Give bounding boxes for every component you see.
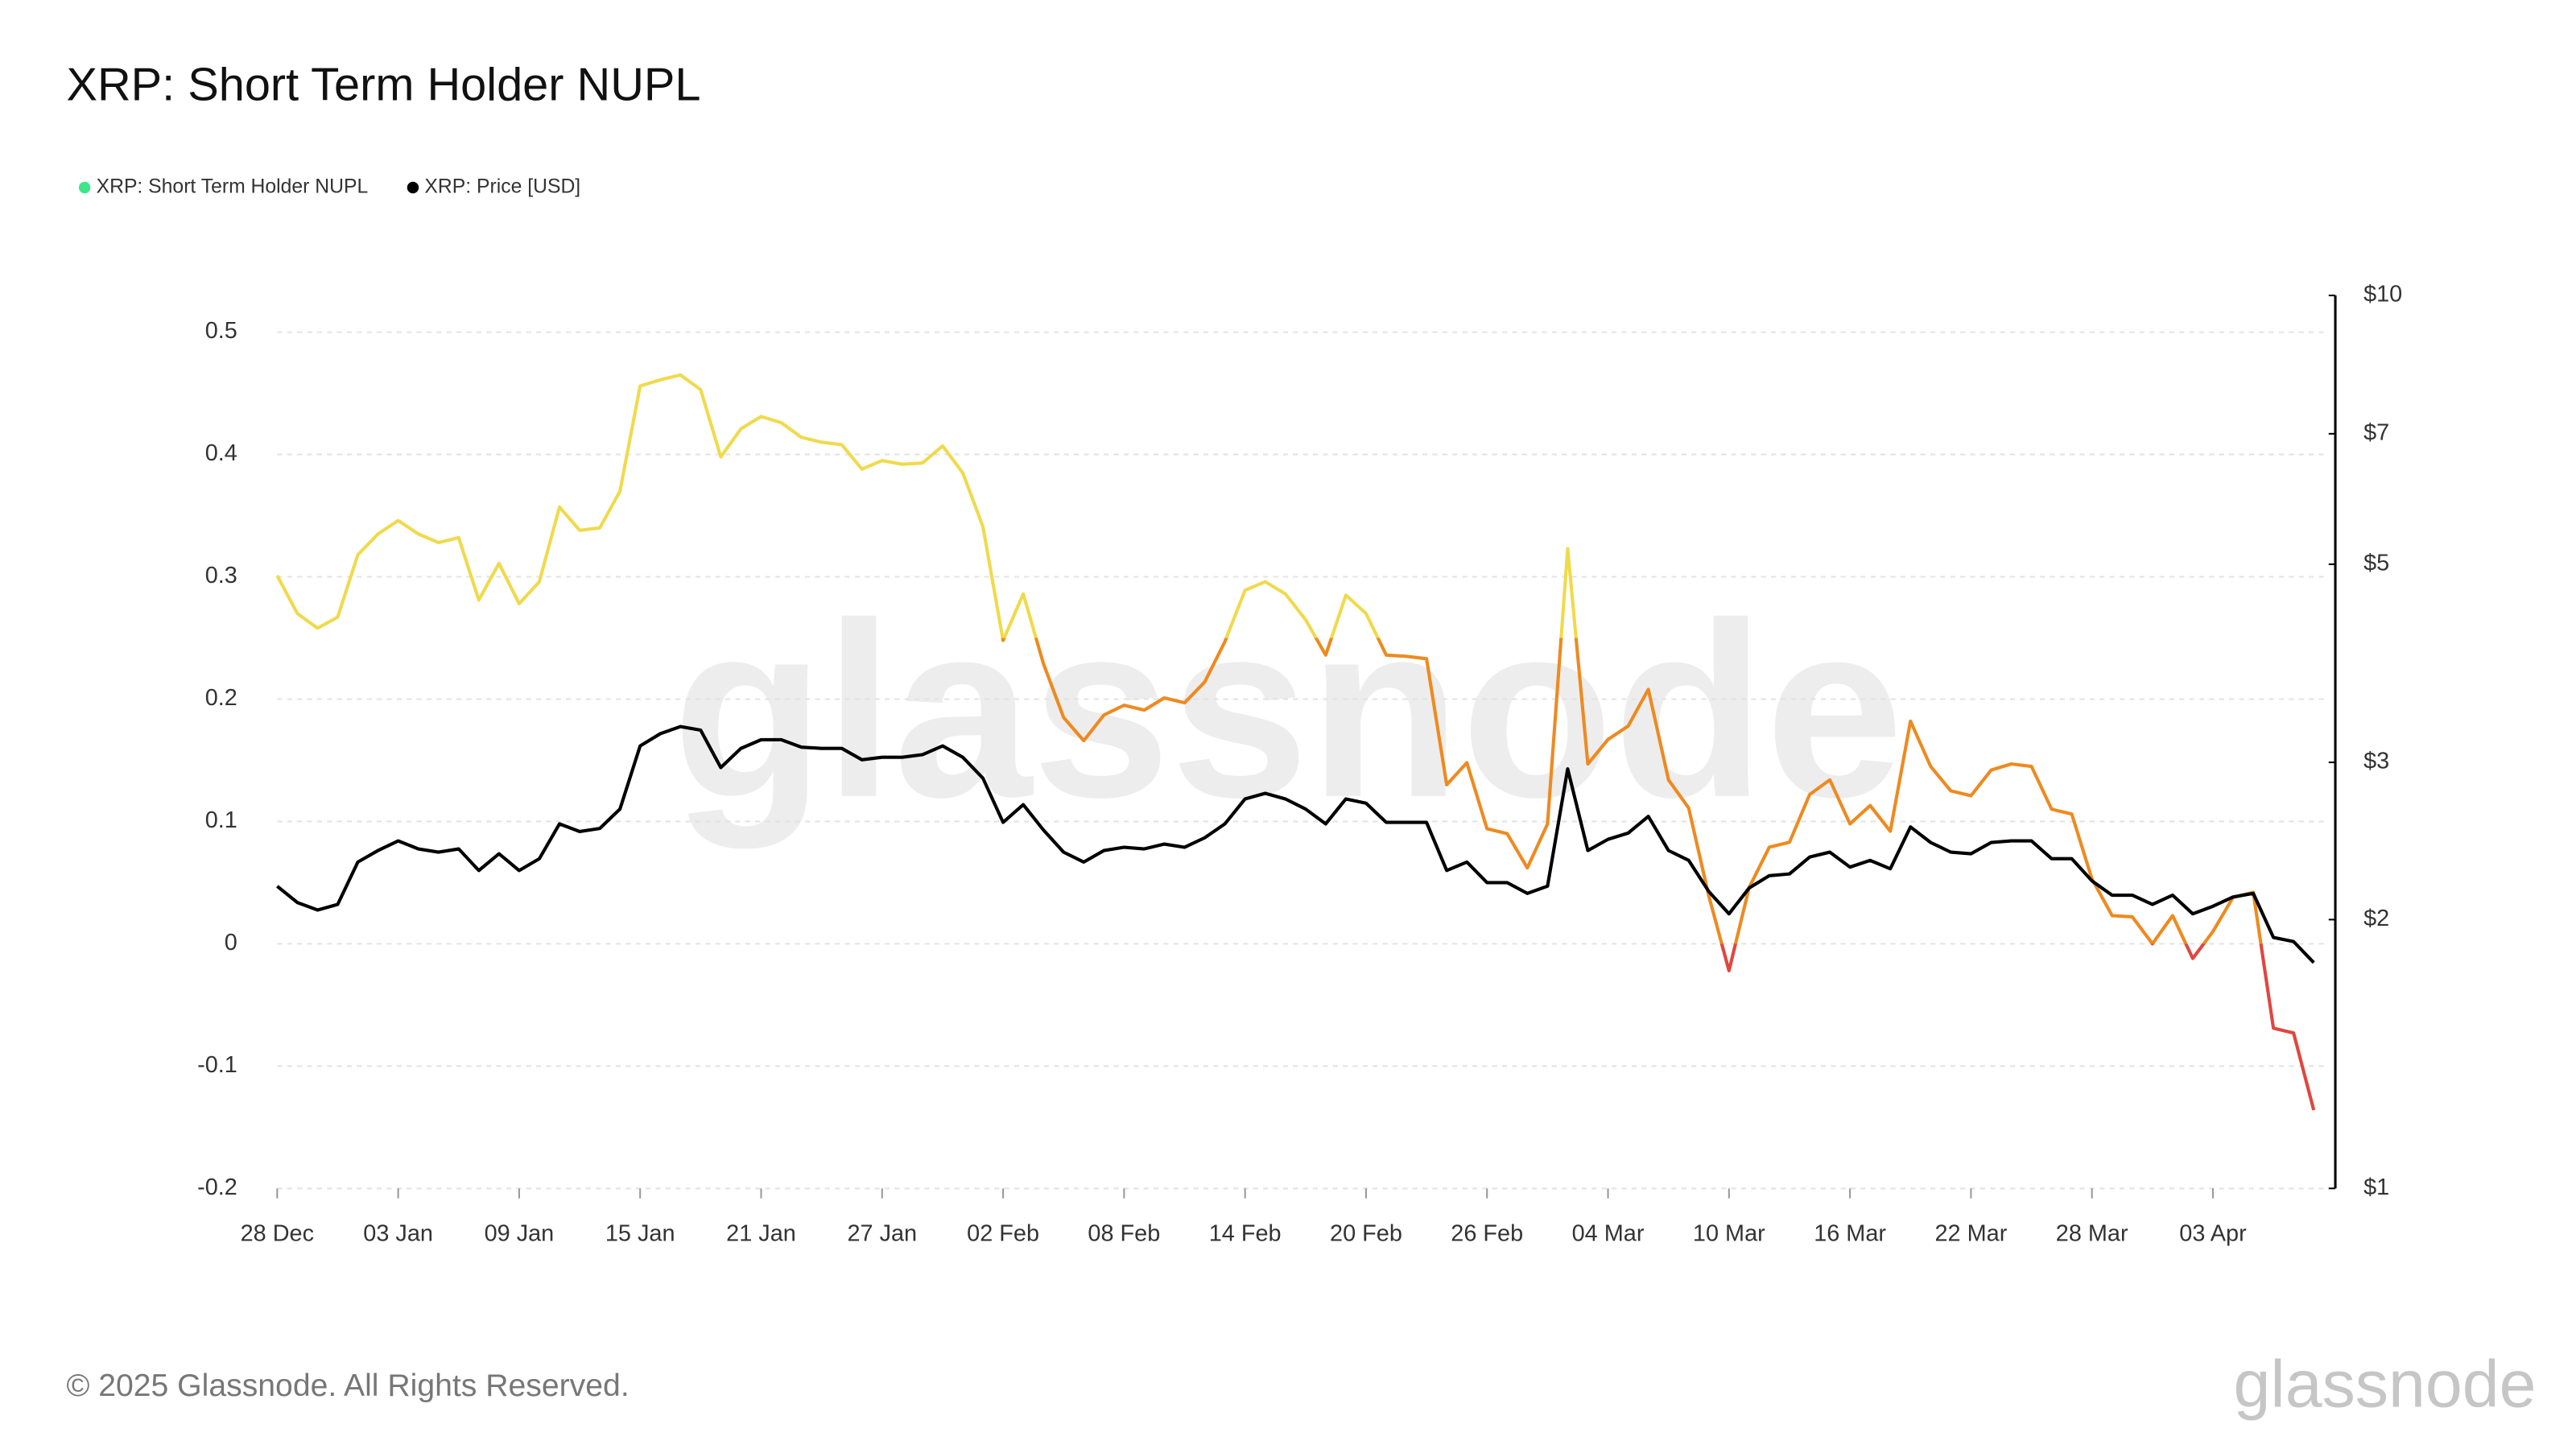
- y2-tick-label: $7: [2363, 419, 2389, 445]
- x-tick-label: 26 Feb: [1451, 1221, 1523, 1247]
- legend-marker: [78, 181, 91, 194]
- series-line: [275, 373, 2316, 1111]
- x-tick-label: 15 Jan: [605, 1221, 675, 1247]
- logo: glassnode: [2234, 1348, 2537, 1422]
- y-tick-label: -0.2: [197, 1174, 237, 1200]
- y-tick-label: 0.4: [205, 440, 237, 466]
- y-tick-label: 0.1: [205, 807, 237, 833]
- y2-tick-label: $1: [2363, 1174, 2389, 1200]
- y2-tick-label: $2: [2363, 906, 2389, 931]
- series-line: [276, 724, 2315, 964]
- x-tick-label: 03 Jan: [363, 1221, 433, 1247]
- y-tick-label: 0.5: [205, 318, 237, 344]
- chart-title: XRP: Short Term Holder NUPL: [66, 60, 700, 111]
- legend-label: XRP: Price [USD]: [424, 176, 580, 198]
- x-tick-label: 14 Feb: [1209, 1221, 1282, 1247]
- x-tick-label: 27 Jan: [847, 1221, 917, 1247]
- legend: XRP: Short Term Holder NUPL XRP: Price [U…: [78, 176, 580, 198]
- y-tick-label: 0.2: [205, 685, 237, 711]
- x-tick-label: 28 Mar: [2056, 1221, 2128, 1247]
- x-tick-label: 08 Feb: [1088, 1221, 1160, 1247]
- x-tick-label: 09 Jan: [485, 1221, 555, 1247]
- y-tick-label: 0.3: [205, 563, 237, 588]
- x-tick-label: 04 Mar: [1572, 1221, 1645, 1247]
- x-tick-label: 03 Apr: [2179, 1221, 2247, 1247]
- y-tick-label: -0.1: [197, 1052, 237, 1078]
- x-tick-label: 02 Feb: [967, 1221, 1039, 1247]
- watermark: glassnode: [672, 571, 1904, 851]
- x-tick-label: 28 Dec: [241, 1221, 314, 1247]
- legend-label: XRP: Short Term Holder NUPL: [97, 176, 369, 198]
- x-tick-label: 20 Feb: [1330, 1221, 1402, 1247]
- y2-tick-label: $10: [2363, 282, 2402, 308]
- footer: © 2025 Glassnode. All Rights Reserved.: [66, 1368, 629, 1403]
- y2-tick-label: $5: [2363, 551, 2389, 576]
- y-tick-label: 0: [225, 930, 237, 956]
- x-tick-label: 22 Mar: [1934, 1221, 2007, 1247]
- x-tick-label: 16 Mar: [1814, 1221, 1886, 1247]
- y2-tick-label: $3: [2363, 749, 2389, 774]
- legend-marker: [407, 181, 419, 194]
- x-tick-label: 21 Jan: [726, 1221, 796, 1247]
- plot: -0.2 -0.1 0 0.1 0.2 0.3 0.4 0.5 $1 $2 $3 $5 $7 $10 28 …: [197, 282, 2402, 1247]
- x-tick-label: 10 Mar: [1693, 1221, 1765, 1247]
